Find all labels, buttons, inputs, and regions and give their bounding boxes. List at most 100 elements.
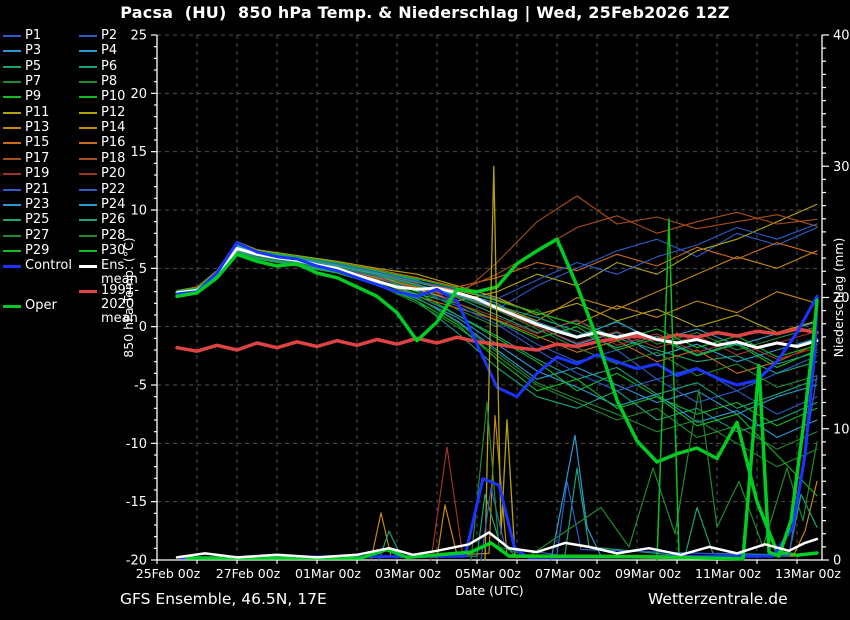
legend-item-p4: P4 — [79, 44, 117, 58]
legend-swatch — [3, 305, 21, 309]
svg-text:-10: -10 — [126, 437, 147, 452]
svg-text:25: 25 — [130, 29, 147, 44]
legend-label: Control — [25, 258, 72, 274]
legend-item-p14: P14 — [79, 121, 125, 135]
legend-item-p30: P30 — [79, 243, 125, 258]
legend-label: P5 — [25, 58, 42, 74]
legend-swatch — [3, 111, 21, 114]
legend-label: P23 — [25, 196, 50, 212]
legend-item-ens-mean: Ens. mean — [79, 259, 155, 287]
legend-label: P17 — [25, 150, 50, 166]
precip-series — [175, 165, 819, 561]
legend-label: P18 — [101, 150, 126, 166]
legend-swatch — [3, 35, 21, 37]
legend-label: P16 — [101, 135, 126, 151]
legend-swatch — [3, 127, 21, 130]
svg-text:11Mar 00z: 11Mar 00z — [695, 566, 761, 581]
legend-label: P13 — [25, 120, 50, 136]
legend-item-p16: P16 — [79, 136, 125, 150]
precip-oper-precip — [185, 298, 819, 561]
legend: P1 P3 P5 P7 P9 P11 P13 P15 P17 P19 P21 P23 P25 P27 P29… — [3, 29, 155, 325]
svg-text:13Mar 00z: 13Mar 00z — [775, 566, 841, 581]
legend-swatch — [3, 249, 21, 252]
svg-text:05Mar 00z: 05Mar 00z — [455, 566, 521, 581]
legend-label: P8 — [101, 74, 118, 90]
svg-text:-20: -20 — [126, 554, 147, 569]
legend-item-p2: P2 — [79, 29, 117, 43]
svg-text:0: 0 — [833, 554, 841, 569]
legend-label: P9 — [25, 89, 42, 105]
svg-text:03Mar 00z: 03Mar 00z — [375, 566, 441, 581]
legend-label: P11 — [25, 104, 50, 120]
legend-item-p13: P13 — [3, 121, 49, 135]
legend-label: P4 — [101, 43, 118, 59]
svg-text:10: 10 — [130, 204, 147, 219]
legend-label: P15 — [25, 135, 50, 151]
legend-swatch — [3, 219, 21, 222]
legend-label: P10 — [101, 89, 126, 105]
legend-label: P7 — [25, 74, 42, 90]
legend-swatch — [3, 173, 21, 176]
legend-item-p29: P29 — [3, 243, 49, 258]
svg-text:20: 20 — [130, 87, 147, 102]
temp-member-p29 — [176, 251, 818, 497]
legend-item-p3: P3 — [3, 44, 41, 58]
legend-item-p11: P11 — [3, 104, 50, 120]
legend-item-p9: P9 — [3, 90, 41, 104]
svg-text:01Mar 00z: 01Mar 00z — [295, 566, 361, 581]
model-info: GFS Ensemble, 46.5N, 17E — [120, 590, 327, 608]
legend-item-p23: P23 — [3, 196, 50, 212]
axis-ticks — [151, 34, 829, 564]
chart-title: Pacsa (HU) 850 hPa Temp. & Niederschlag … — [120, 3, 730, 22]
legend-label: P20 — [101, 166, 126, 182]
legend-item-p19: P19 — [3, 167, 49, 181]
legend-swatch — [3, 203, 21, 206]
legend-item-p25: P25 — [3, 213, 49, 227]
x-axis-label: Date (UTC) — [455, 583, 523, 598]
legend-label: P21 — [25, 181, 50, 197]
precip-ens-mean-precip — [175, 531, 819, 559]
legend-label: P25 — [25, 212, 50, 228]
precip-p11-precip — [484, 165, 516, 561]
legend-swatch — [3, 234, 21, 237]
legend-item-p28: P28 — [79, 227, 126, 243]
legend-item-1991-2020-mean: 1991-2020 mean — [79, 282, 155, 326]
legend-label: P3 — [25, 43, 42, 59]
precip-p27-precip — [470, 388, 818, 561]
legend-label: P28 — [101, 227, 126, 243]
legend-swatch — [79, 65, 97, 68]
temp-control — [175, 241, 819, 399]
legend-swatch — [79, 127, 97, 130]
legend-swatch — [79, 289, 97, 293]
legend-swatch — [79, 249, 97, 252]
legend-swatch — [79, 81, 97, 84]
legend-label: P22 — [101, 181, 126, 197]
y-axis-label-right: Niederschlag (mm) — [831, 238, 846, 358]
legend-item-p27: P27 — [3, 228, 49, 243]
legend-label: P19 — [25, 166, 50, 182]
legend-label: Ens. mean — [101, 258, 138, 288]
legend-swatch — [79, 219, 97, 222]
legend-label: 1991-2020 mean — [101, 282, 139, 326]
precip-p19-precip — [430, 446, 464, 561]
legend-swatch — [79, 173, 97, 176]
legend-swatch — [79, 50, 97, 53]
legend-item-p5: P5 — [3, 58, 42, 74]
legend-swatch — [3, 50, 21, 53]
legend-label: P12 — [101, 104, 126, 120]
legend-item-p15: P15 — [3, 136, 49, 150]
svg-text:-5: -5 — [134, 379, 147, 394]
axis-labels: -20 -15 -10 -5 0 5 10 15 20 25 0 10 20 30 40 25Feb 00z 2… — [121, 29, 850, 599]
legend-item-p6: P6 — [79, 58, 118, 74]
legend-item-oper: Oper — [3, 299, 57, 313]
svg-text:07Mar 00z: 07Mar 00z — [535, 566, 601, 581]
legend-swatch — [79, 203, 97, 206]
legend-swatch — [79, 234, 97, 237]
legend-swatch — [79, 111, 97, 114]
legend-swatch — [3, 188, 21, 191]
legend-item-p26: P26 — [79, 213, 125, 227]
legend-label: Oper — [25, 298, 57, 314]
legend-swatch — [3, 96, 21, 99]
legend-label: P6 — [101, 58, 118, 74]
legend-swatch — [3, 265, 21, 269]
